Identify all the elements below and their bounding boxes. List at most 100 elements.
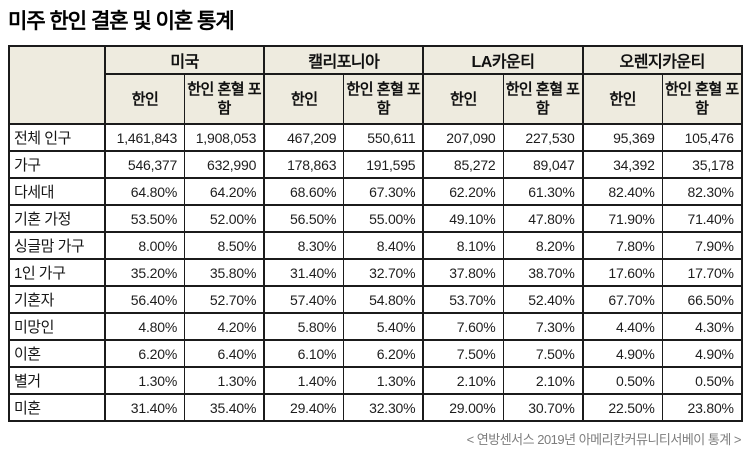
row-label: 미망인: [8, 312, 106, 341]
value-cell: 6.10%: [263, 339, 345, 368]
value-cell: 66.50%: [661, 285, 743, 314]
table-row: 싱글맘 가구 8.00% 8.50% 8.30% 8.40% 8.10% 8.20% 7.80…: [8, 231, 743, 260]
table-row: 기혼자 56.40% 52.70% 57.40% 54.80% 53.70% 52.40% 6…: [8, 285, 743, 314]
row-label: 별거: [8, 366, 106, 395]
value-cell: 2.10%: [502, 366, 584, 395]
value-cell: 4.20%: [184, 312, 265, 341]
value-cell: 89,047: [502, 150, 584, 179]
value-cell: 4.30%: [661, 312, 743, 341]
row-label: 미혼: [8, 393, 106, 422]
row-label: 기혼 가정: [8, 204, 106, 233]
value-cell: 6.20%: [343, 339, 424, 368]
subheader-korean: 한인: [581, 73, 663, 125]
value-cell: 17.60%: [581, 258, 663, 287]
value-cell: 82.30%: [661, 177, 743, 206]
table-row: 이혼 6.20% 6.40% 6.10% 6.20% 7.50% 7.50% 4.90% 4.9…: [8, 339, 743, 368]
table-row: 다세대 64.80% 64.20% 68.60% 67.30% 62.20% 61.30% 8…: [8, 177, 743, 206]
value-cell: 53.70%: [422, 285, 504, 314]
column-group-la-county: LA카운티: [422, 45, 584, 75]
subheader-korean-mixed: 한인 혼혈 포함: [661, 73, 743, 125]
value-cell: 35.80%: [184, 258, 265, 287]
value-cell: 0.50%: [661, 366, 743, 395]
table-row: 별거 1.30% 1.30% 1.40% 1.30% 2.10% 2.10% 0.50% 0.5…: [8, 366, 743, 395]
corner-cell: [8, 45, 106, 125]
value-cell: 56.50%: [263, 204, 345, 233]
row-label: 1인 가구: [8, 258, 106, 287]
subheader-korean: 한인: [422, 73, 504, 125]
table-row: 전체 인구 1,461,843 1,908,053 467,209 550,611 207…: [8, 123, 743, 152]
value-cell: 7.50%: [502, 339, 584, 368]
value-cell: 4.90%: [581, 339, 663, 368]
value-cell: 7.50%: [422, 339, 504, 368]
value-cell: 17.70%: [661, 258, 743, 287]
value-cell: 550,611: [343, 123, 424, 152]
table-body: 전체 인구 1,461,843 1,908,053 467,209 550,611 207…: [8, 123, 743, 422]
source-note: < 연방센서스 2019년 아메리칸커뮤니티서베이 통계 >: [466, 432, 742, 447]
value-cell: 30.70%: [502, 393, 584, 422]
table-row: 기혼 가정 53.50% 52.00% 56.50% 55.00% 49.10% 47.80…: [8, 204, 743, 233]
value-cell: 8.40%: [343, 231, 424, 260]
page: 미주 한인 결혼 및 이혼 통계 미국 캘리포니아 LA카운티 오렌지카운티 한…: [8, 10, 743, 447]
value-cell: 53.50%: [104, 204, 186, 233]
value-cell: 85,272: [422, 150, 504, 179]
value-cell: 64.80%: [104, 177, 186, 206]
value-cell: 5.80%: [263, 312, 345, 341]
value-cell: 7.80%: [581, 231, 663, 260]
table-row: 미망인 4.80% 4.20% 5.80% 5.40% 7.60% 7.30% 4.40% 4.…: [8, 312, 743, 341]
value-cell: 178,863: [263, 150, 345, 179]
value-cell: 64.20%: [184, 177, 265, 206]
value-cell: 227,530: [502, 123, 584, 152]
value-cell: 32.30%: [343, 393, 424, 422]
value-cell: 95,369: [581, 123, 663, 152]
value-cell: 31.40%: [263, 258, 345, 287]
value-cell: 23.80%: [661, 393, 743, 422]
row-label: 다세대: [8, 177, 106, 206]
value-cell: 8.20%: [502, 231, 584, 260]
table-row: 1인 가구 35.20% 35.80% 31.40% 32.70% 37.80% 38.70…: [8, 258, 743, 287]
subheader-korean: 한인: [104, 73, 186, 125]
value-cell: 8.00%: [104, 231, 186, 260]
value-cell: 38.70%: [502, 258, 584, 287]
value-cell: 61.30%: [502, 177, 584, 206]
value-cell: 22.50%: [581, 393, 663, 422]
value-cell: 29.00%: [422, 393, 504, 422]
value-cell: 0.50%: [581, 366, 663, 395]
value-cell: 35,178: [661, 150, 743, 179]
column-group-orange-county: 오렌지카운티: [581, 45, 743, 75]
subheader-korean-mixed: 한인 혼혈 포함: [184, 73, 265, 125]
value-cell: 52.40%: [502, 285, 584, 314]
value-cell: 6.20%: [104, 339, 186, 368]
value-cell: 35.20%: [104, 258, 186, 287]
value-cell: 52.70%: [184, 285, 265, 314]
value-cell: 105,476: [661, 123, 743, 152]
value-cell: 1.30%: [343, 366, 424, 395]
column-group-california: 캘리포니아: [263, 45, 424, 75]
value-cell: 632,990: [184, 150, 265, 179]
header-row-subcolumns: 한인 한인 혼혈 포함 한인 한인 혼혈 포함 한인 한인 혼혈 포함 한인 한…: [9, 73, 743, 125]
value-cell: 35.40%: [184, 393, 265, 422]
value-cell: 54.80%: [343, 285, 424, 314]
value-cell: 37.80%: [422, 258, 504, 287]
value-cell: 32.70%: [343, 258, 424, 287]
value-cell: 6.40%: [184, 339, 265, 368]
row-label: 이혼: [8, 339, 106, 368]
value-cell: 8.50%: [184, 231, 265, 260]
value-cell: 34,392: [581, 150, 663, 179]
value-cell: 8.30%: [263, 231, 345, 260]
table-row: 미혼 31.40% 35.40% 29.40% 32.30% 29.00% 30.70% 22…: [8, 393, 743, 422]
value-cell: 207,090: [422, 123, 504, 152]
subheader-korean: 한인: [263, 73, 345, 125]
value-cell: 55.00%: [343, 204, 424, 233]
value-cell: 47.80%: [502, 204, 584, 233]
value-cell: 4.40%: [581, 312, 663, 341]
value-cell: 1.30%: [184, 366, 265, 395]
row-label: 전체 인구: [8, 123, 106, 152]
row-label: 기혼자: [8, 285, 106, 314]
value-cell: 71.90%: [581, 204, 663, 233]
subheader-korean-mixed: 한인 혼혈 포함: [343, 73, 424, 125]
value-cell: 191,595: [343, 150, 424, 179]
subheader-korean-mixed: 한인 혼혈 포함: [502, 73, 584, 125]
value-cell: 29.40%: [263, 393, 345, 422]
value-cell: 57.40%: [263, 285, 345, 314]
header-row-groups: 미국 캘리포니아 LA카운티 오렌지카운티: [8, 45, 743, 125]
